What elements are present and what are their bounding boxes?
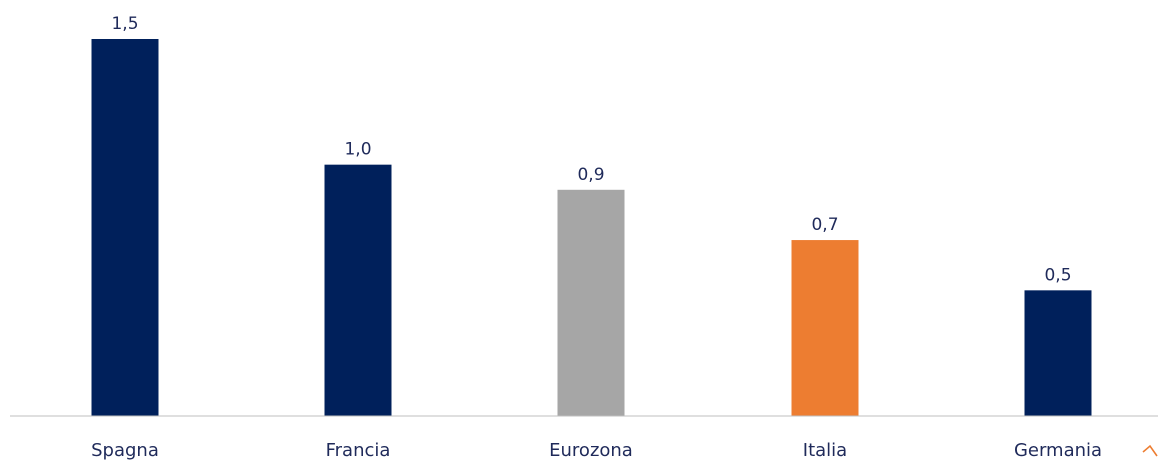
bar-francia — [324, 164, 392, 416]
category-label-germania: Germania — [1014, 440, 1102, 461]
bar-eurozona — [557, 189, 625, 416]
bar-spagna — [91, 39, 159, 416]
data-label-italia: 0,7 — [811, 215, 838, 235]
bar-germania — [1024, 290, 1092, 416]
data-label-francia: 1,0 — [344, 140, 371, 160]
bars-layer — [91, 39, 1092, 416]
category-label-spagna: Spagna — [91, 440, 159, 461]
bar-italia — [791, 240, 859, 416]
category-label-eurozona: Eurozona — [549, 440, 633, 461]
data-label-spagna: 1,5 — [111, 14, 138, 34]
data-label-eurozona: 0,9 — [577, 165, 604, 185]
category-labels-layer: Spagna Francia Eurozona Italia Germania — [91, 440, 1102, 461]
category-label-francia: Francia — [326, 440, 391, 461]
category-label-italia: Italia — [803, 440, 847, 461]
labels-layer: 1,5 1,0 0,9 0,7 0,5 — [111, 14, 1071, 285]
corner-mark-icon — [1142, 444, 1158, 457]
data-label-germania: 0,5 — [1044, 265, 1071, 285]
